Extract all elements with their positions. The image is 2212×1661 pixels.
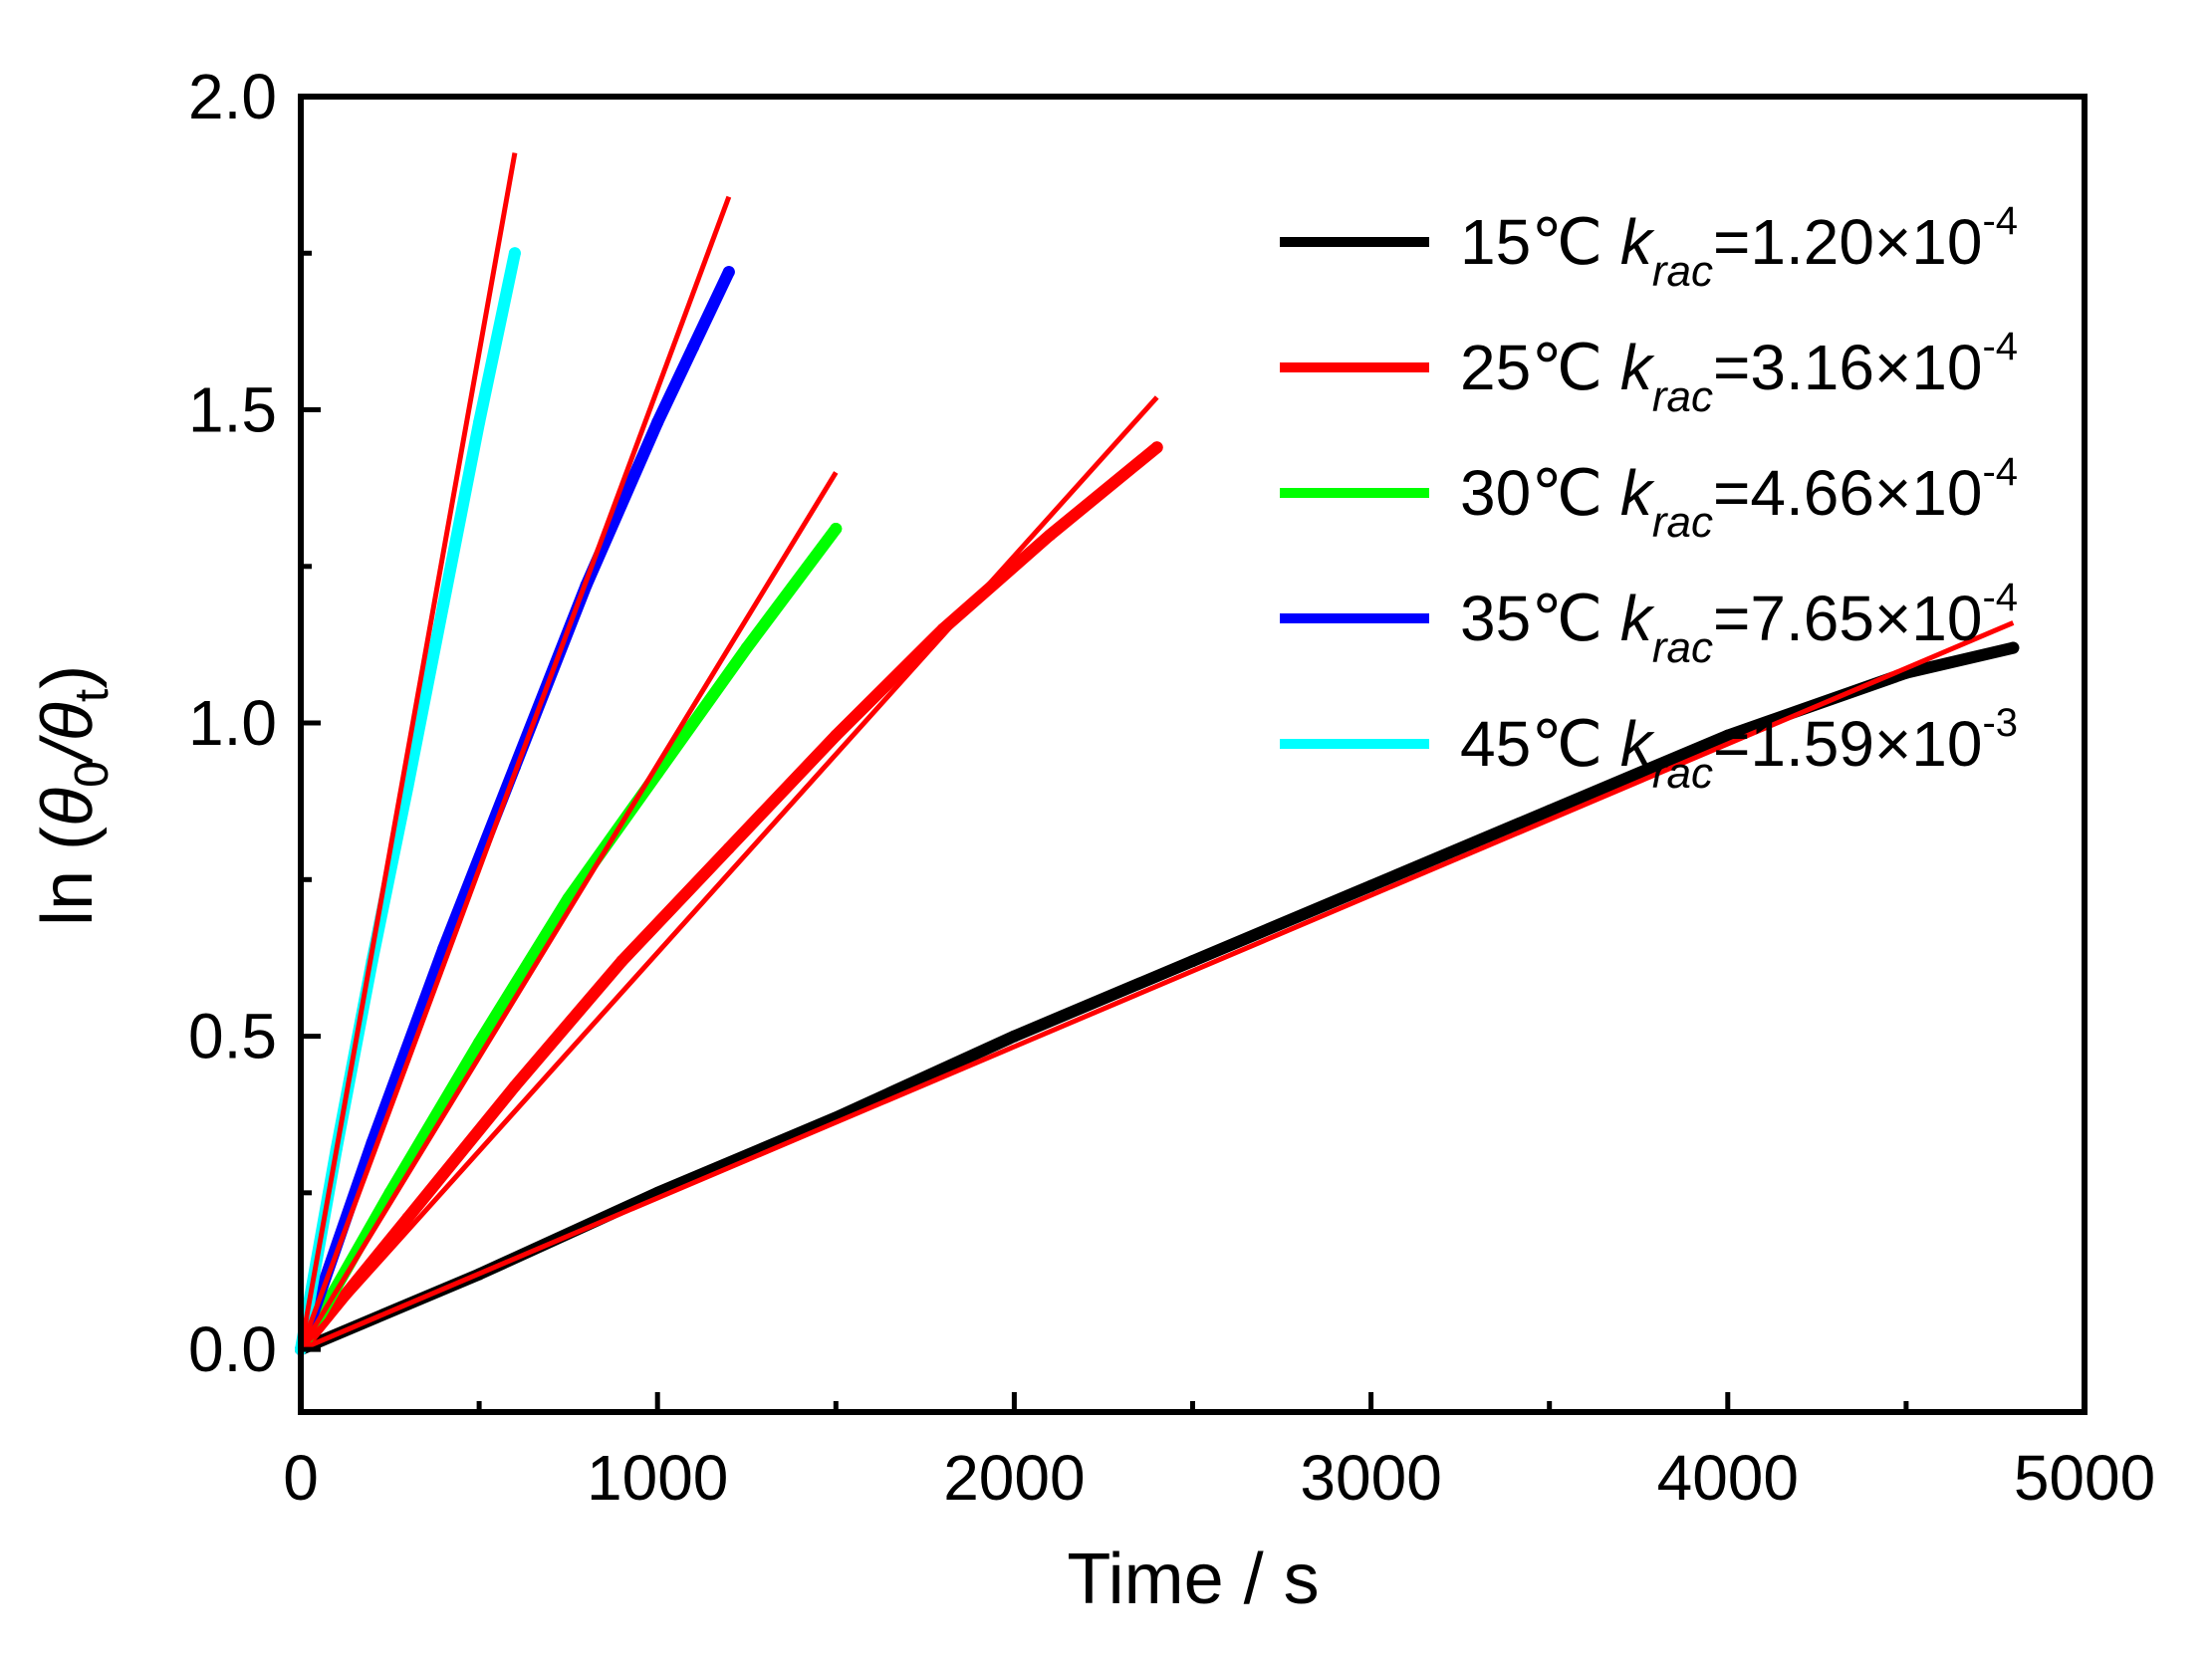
legend-label: 30℃ krac=4.66×10-4: [1460, 450, 2018, 547]
series-point-4: [508, 247, 521, 260]
x-tick-label: 0: [283, 1442, 319, 1514]
legend-label: 15℃ krac=1.20×10-4: [1460, 199, 2018, 296]
fit-line-1: [299, 395, 1159, 1351]
legend-label: 35℃ krac=7.65×10-4: [1460, 576, 2018, 672]
y-axis: 0.0 0.5 1.0 1.5 2.0: [188, 61, 321, 1385]
x-tick-label: 4000: [1657, 1442, 1799, 1514]
series-point-3: [651, 416, 664, 429]
y-tick-label: 1.0: [188, 687, 277, 759]
legend-k-value: =4.66×10: [1713, 457, 1983, 529]
x-tick-label: 5000: [2014, 1442, 2155, 1514]
series-point-0: [1543, 805, 1556, 818]
legend-temp: 25℃: [1460, 332, 1620, 403]
legend-temp: 45℃: [1460, 708, 1620, 780]
legend-k-exp: -4: [1982, 325, 2018, 368]
series-point-1: [1044, 529, 1057, 542]
series-point-4: [473, 416, 486, 429]
fit-line-3: [298, 195, 732, 1350]
x-tick-label: 3000: [1300, 1442, 1441, 1514]
series-point-0: [1721, 729, 1734, 742]
legend-temp: 35℃: [1460, 583, 1620, 654]
y-axis-title-subt: t: [66, 689, 119, 702]
legend-k-symbol: k: [1620, 206, 1655, 278]
data-series: [295, 247, 2020, 1356]
series-point-0: [1364, 879, 1377, 892]
legend-temp: 15℃: [1460, 206, 1620, 278]
series-point-0: [2007, 641, 2020, 654]
legend: 15℃ krac=1.20×10-425℃ krac=3.16×10-430℃ …: [1280, 199, 2018, 798]
series-point-0: [1008, 1030, 1021, 1043]
legend-k-symbol: k: [1620, 583, 1655, 654]
legend-k-symbol: k: [1620, 332, 1655, 403]
x-axis-title: Time / s: [1067, 1540, 1319, 1619]
y-axis-title-thetat: θ: [28, 702, 108, 741]
fit-line-2: [298, 471, 839, 1351]
y-axis-title-prefix: ln (: [28, 827, 108, 926]
y-axis-title: ln (θ0/θt): [28, 665, 119, 926]
legend-k-value: =3.16×10: [1713, 332, 1983, 403]
series-point-4: [437, 597, 450, 610]
series-point-0: [1186, 955, 1199, 968]
x-axis: 0 1000 2000 3000 4000 5000: [283, 1392, 2155, 1514]
y-tick-label: 0.0: [188, 1313, 277, 1385]
y-axis-title-sub0: 0: [66, 761, 119, 788]
y-axis-title-suffix: ): [28, 665, 108, 689]
fit-line-0: [300, 620, 2015, 1352]
series-point-1: [830, 729, 843, 742]
series-point-1: [615, 955, 628, 968]
series-line-1: [295, 441, 1163, 1356]
legend-k-sub: rac: [1652, 247, 1713, 296]
series-point-3: [687, 341, 700, 354]
series-point-4: [401, 779, 414, 792]
legend-k-exp: -4: [1982, 450, 2018, 494]
legend-temp: 30℃: [1460, 457, 1620, 529]
legend-k-sub: rac: [1652, 749, 1713, 798]
series-point-1: [508, 1079, 521, 1092]
legend-k-symbol: k: [1620, 457, 1655, 529]
series-point-2: [740, 641, 753, 654]
legend-k-symbol: k: [1620, 708, 1655, 780]
legend-label: 25℃ krac=3.16×10-4: [1460, 325, 2018, 421]
fit-line-4: [298, 152, 518, 1350]
legend-k-value: =1.59×10: [1713, 708, 1983, 780]
y-tick-label: 0.5: [188, 1001, 277, 1072]
legend-k-exp: -3: [1982, 701, 2018, 745]
y-tick-label: 2.0: [188, 61, 277, 132]
legend-k-sub: rac: [1652, 623, 1713, 672]
series-point-3: [722, 266, 735, 279]
series-point-1: [722, 841, 735, 854]
legend-k-exp: -4: [1982, 199, 2018, 243]
legend-k-exp: -4: [1982, 576, 2018, 619]
series-point-1: [401, 1211, 414, 1224]
x-tick-label: 2000: [943, 1442, 1085, 1514]
y-tick-label: 1.5: [188, 374, 277, 446]
series-point-2: [830, 523, 843, 536]
series-point-2: [473, 1036, 486, 1049]
legend-k-sub: rac: [1652, 372, 1713, 421]
y-axis-title-theta0: θ: [28, 788, 108, 827]
legend-k-sub: rac: [1652, 498, 1713, 547]
fit-lines: [298, 152, 2015, 1352]
series-point-1: [1150, 441, 1163, 454]
legend-k-value: =1.20×10: [1713, 206, 1983, 278]
legend-k-value: =7.65×10: [1713, 583, 1983, 654]
x-tick-label: 1000: [587, 1442, 728, 1514]
legend-label: 45℃ krac=1.59×10-3: [1460, 701, 2018, 798]
